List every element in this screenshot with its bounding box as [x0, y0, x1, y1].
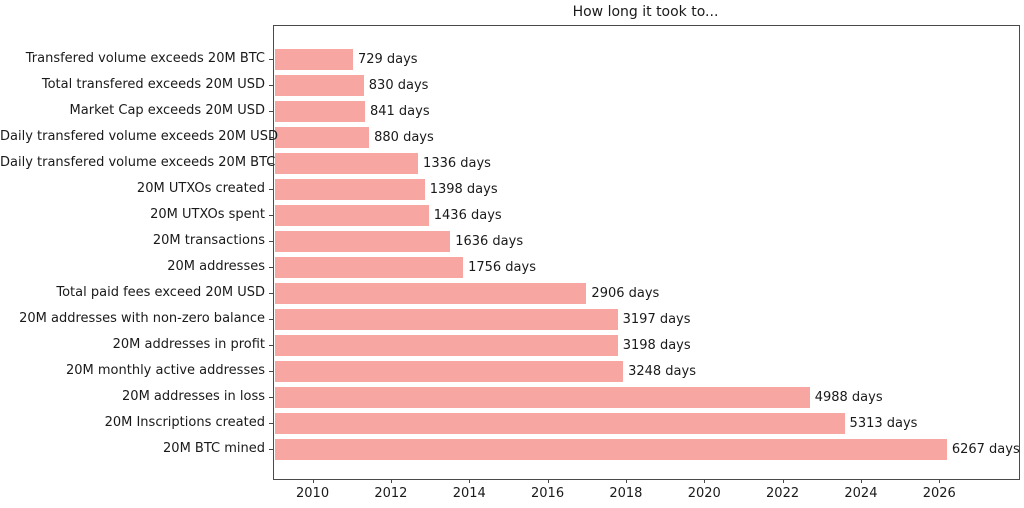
bar-value-label: 2906 days: [591, 286, 660, 302]
bar: [274, 49, 353, 70]
bar-value-label: 5313 days: [849, 416, 918, 432]
x-tick: [625, 479, 627, 483]
bar-value-label: 880 days: [374, 130, 434, 146]
category-label: 20M Inscriptions created: [104, 415, 265, 431]
y-tick: [269, 422, 273, 424]
bar: [274, 283, 587, 305]
x-tick-label: 2014: [452, 486, 486, 501]
x-tick: [547, 479, 549, 483]
x-tick: [704, 479, 706, 483]
y-tick: [269, 344, 273, 346]
bar-value-label: 3248 days: [628, 364, 696, 380]
bar: [274, 439, 947, 461]
category-label: Transfered volume exceeds 20M BTC: [25, 51, 265, 66]
x-tick: [860, 479, 862, 483]
y-tick: [269, 396, 273, 398]
bar-value-label: 3197 days: [622, 312, 691, 328]
bar: [274, 309, 618, 331]
y-tick: [269, 292, 273, 294]
category-label: 20M UTXOs spent: [150, 207, 265, 223]
category-label: Total transfered exceeds 20M USD: [41, 77, 265, 93]
category-label: 20M UTXOs created: [136, 181, 265, 197]
x-tick-label: 2024: [844, 486, 878, 501]
x-tick-label: 2016: [531, 486, 565, 501]
y-tick: [269, 58, 273, 60]
category-label: Daily transfered volume exceeds 20M USD: [0, 129, 278, 145]
x-tick-label: 2012: [374, 486, 408, 501]
bar-value-label: 1756 days: [468, 260, 536, 276]
bar-value-label: 1636 days: [455, 234, 524, 250]
x-tick: [782, 479, 784, 483]
bar-value-label: 6267 days: [951, 442, 1020, 458]
y-tick: [269, 266, 273, 268]
bar-value-label: 841 days: [369, 104, 430, 120]
bar: [274, 257, 464, 279]
x-tick: [390, 479, 392, 483]
bar: [274, 75, 364, 97]
bar: [274, 231, 451, 253]
y-tick: [269, 370, 273, 372]
y-tick: [269, 136, 273, 138]
bar: [274, 413, 845, 435]
x-tick-label: 2022: [766, 486, 800, 501]
bar-value-label: 1398 days: [429, 182, 498, 198]
bar: [274, 387, 810, 409]
bar: [274, 205, 429, 227]
category-label: 20M BTC mined: [163, 441, 265, 457]
x-tick: [312, 479, 314, 483]
bar: [274, 361, 624, 383]
y-tick: [269, 110, 273, 112]
bar-value-label: 4988 days: [814, 390, 883, 406]
category-label: 20M transactions: [152, 233, 265, 249]
bar-value-label: 1436 days: [433, 208, 502, 224]
category-label: Total paid fees exceed 20M USD: [56, 285, 265, 301]
x-tick-label: 2020: [687, 486, 721, 501]
category-label: 20M addresses in loss: [122, 389, 265, 405]
category-label: 20M addresses in profit: [112, 337, 265, 353]
category-label: 20M addresses with non-zero balance: [19, 311, 265, 327]
y-tick: [269, 162, 273, 164]
y-tick: [269, 84, 273, 86]
bar-value-label: 830 days: [368, 78, 429, 94]
y-tick: [269, 448, 273, 450]
bar-value-label: 1336 days: [423, 156, 491, 172]
chart-title: How long it took to...: [572, 4, 719, 20]
y-tick: [269, 214, 273, 216]
bar-value-label: 3198 days: [622, 338, 691, 354]
category-label: 20M addresses: [167, 259, 265, 275]
bar: [274, 179, 425, 201]
bar-value-label: 729 days: [357, 52, 418, 67]
y-tick: [269, 318, 273, 320]
category-label: Daily transfered volume exceeds 20M BTC: [0, 155, 276, 171]
bar: [274, 335, 618, 357]
x-tick-label: 2018: [609, 486, 643, 501]
y-tick: [269, 240, 273, 242]
bar: [274, 127, 370, 149]
x-tick-label: 2026: [922, 486, 956, 501]
x-tick-label: 2010: [296, 486, 330, 501]
x-tick: [939, 479, 941, 483]
plot-area: 729 days 830 days 841 days 880 days 1336 day…: [273, 25, 1020, 480]
category-label: 20M monthly active addresses: [65, 363, 265, 379]
bar: [274, 101, 365, 123]
x-tick: [469, 479, 471, 483]
bar: [274, 153, 419, 175]
y-tick: [269, 188, 273, 190]
category-label: Market Cap exceeds 20M USD: [69, 103, 265, 119]
